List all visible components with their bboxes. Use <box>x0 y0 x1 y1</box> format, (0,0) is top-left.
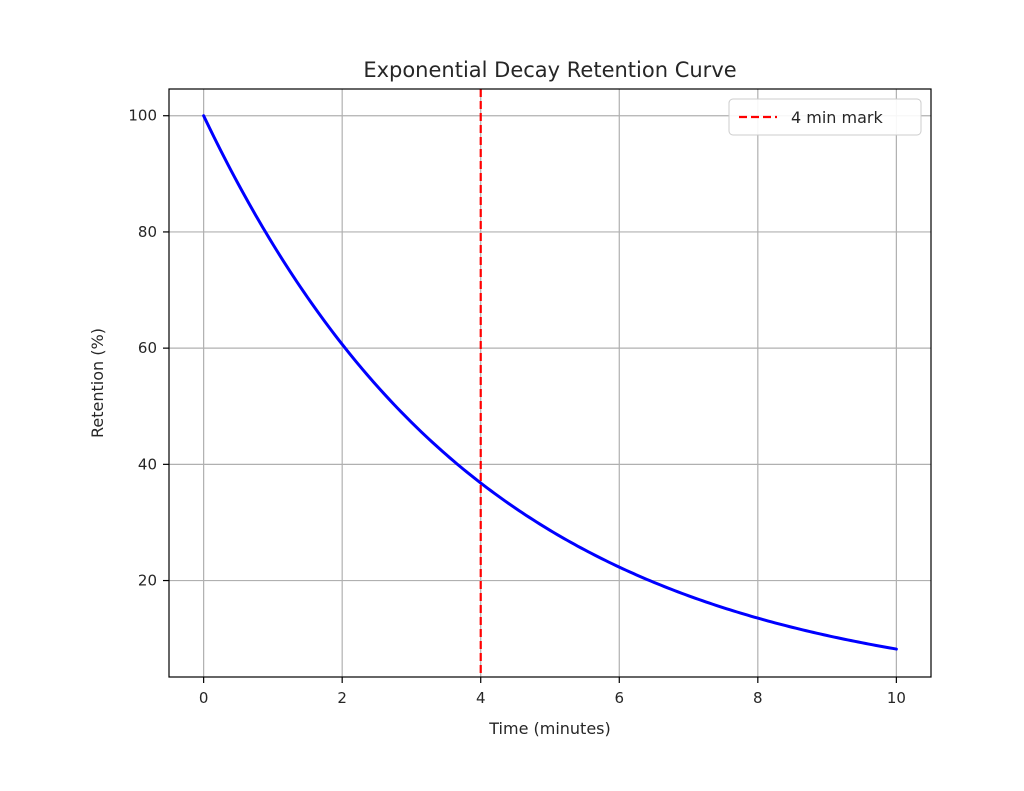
x-tick-label: 8 <box>753 689 763 707</box>
y-tick-label: 100 <box>128 107 157 125</box>
axis-ticks: 0 2 4 6 8 10 20 40 60 80 100 <box>128 107 906 707</box>
legend-box <box>728 98 922 136</box>
y-tick-label: 60 <box>138 339 157 357</box>
x-tick-label: 4 <box>476 689 486 707</box>
y-axis-label: Retention (%) <box>88 328 107 438</box>
series-line <box>202 114 898 651</box>
legend-label: 4 min mark <box>791 108 883 127</box>
plot-data <box>202 89 898 677</box>
x-tick-label: 10 <box>887 689 906 707</box>
chart-title: Exponential Decay Retention Curve <box>363 58 736 82</box>
x-tick-label: 0 <box>199 689 209 707</box>
plot-frame <box>168 88 932 678</box>
x-axis-label: Time (minutes) <box>488 719 611 738</box>
legend: 4 min mark <box>728 98 922 136</box>
y-tick-label: 40 <box>138 455 157 473</box>
x-tick-label: 6 <box>614 689 624 707</box>
x-tick-label: 2 <box>337 689 347 707</box>
y-tick-label: 20 <box>138 572 157 590</box>
y-tick-label: 80 <box>138 223 157 241</box>
